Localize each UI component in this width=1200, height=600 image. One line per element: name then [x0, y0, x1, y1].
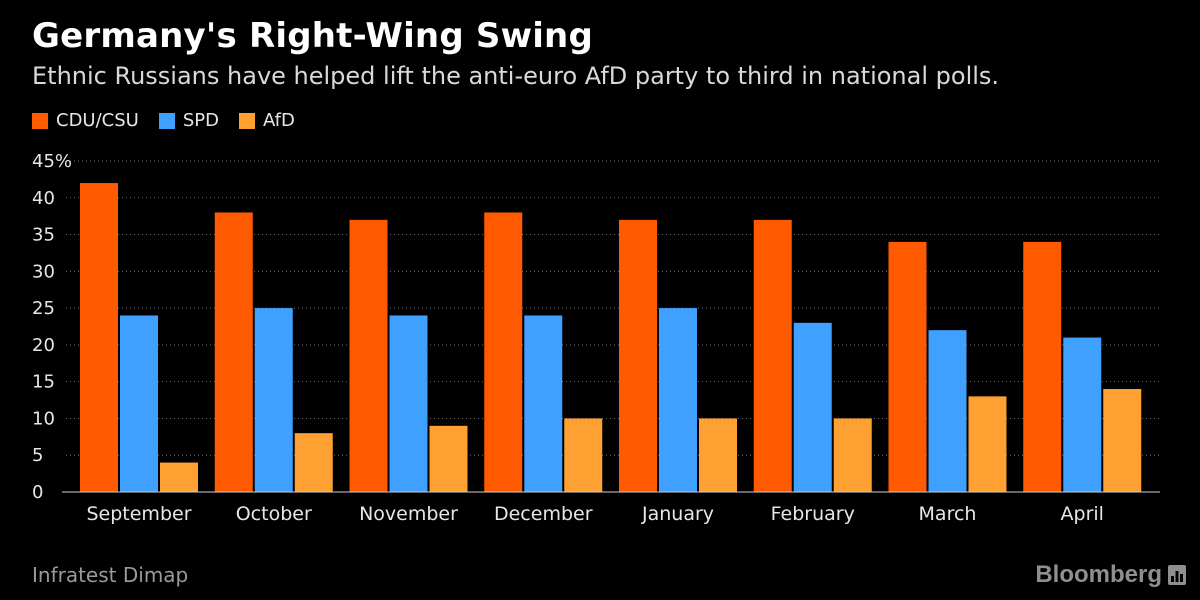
y-tick-label: 10	[32, 408, 55, 429]
brand: Bloomberg	[1035, 561, 1186, 589]
legend-swatch-spd	[158, 112, 175, 129]
legend-swatch-afd	[238, 112, 255, 129]
legend-item-afd: AfD	[238, 110, 295, 131]
bar-afd-march	[968, 396, 1007, 492]
legend-label-spd: SPD	[182, 110, 219, 131]
bar-spd-march	[928, 330, 967, 492]
y-tick-label: 45%	[32, 151, 72, 172]
legend-item-cdu: CDU/CSU	[32, 110, 139, 131]
legend-label-afd: AfD	[262, 110, 295, 131]
bar-spd-december	[524, 315, 563, 492]
bar-cdu-csu-february	[753, 219, 792, 492]
bar-afd-september	[160, 462, 198, 492]
bar-afd-december	[564, 418, 603, 492]
bar-spd-february	[793, 322, 832, 492]
bar-spd-october	[254, 308, 293, 492]
legend-label-cdu: CDU/CSU	[56, 110, 139, 131]
bloomberg-chart-icon	[1168, 565, 1186, 585]
bar-spd-april	[1063, 337, 1102, 492]
bar-afd-april	[1103, 389, 1142, 492]
bar-afd-october	[294, 433, 333, 492]
y-tick-label: 30	[32, 261, 55, 282]
x-tick-label: November	[359, 503, 458, 525]
y-tick-label: 25	[32, 298, 55, 319]
chart-subtitle: Ethnic Russians have helped lift the ant…	[32, 62, 1000, 90]
x-tick-label: September	[86, 503, 191, 525]
x-tick-label: October	[236, 503, 312, 525]
bar-spd-november	[389, 315, 428, 492]
x-tick-label: March	[919, 503, 977, 525]
bar-cdu-csu-september	[80, 183, 118, 493]
chart-title: Germany's Right-Wing Swing	[32, 16, 594, 56]
bar-spd-january	[659, 308, 697, 492]
y-tick-label: 5	[32, 445, 43, 466]
y-tick-label: 40	[32, 188, 55, 209]
bar-cdu-csu-december	[484, 212, 523, 492]
bar-cdu-csu-october	[214, 212, 253, 492]
legend-item-spd: SPD	[158, 110, 219, 131]
bar-spd-september	[120, 315, 158, 492]
y-tick-label: 35	[32, 225, 55, 246]
bar-afd-january	[699, 418, 737, 492]
x-tick-label: February	[771, 503, 855, 525]
bar-afd-february	[833, 418, 872, 492]
brand-logo-text: Bloomberg	[1035, 561, 1162, 588]
bar-cdu-csu-january	[619, 219, 657, 492]
x-tick-label: December	[494, 503, 593, 525]
legend: CDU/CSU SPD AfD	[32, 110, 295, 131]
x-tick-label: April	[1061, 503, 1104, 525]
legend-swatch-cdu	[32, 112, 48, 129]
x-tick-label: January	[641, 503, 714, 525]
bar-cdu-csu-march	[888, 241, 927, 492]
y-tick-label: 0	[32, 482, 43, 503]
bar-afd-november	[429, 425, 468, 492]
y-tick-label: 15	[32, 372, 55, 393]
bar-cdu-csu-november	[349, 219, 388, 492]
bar-cdu-csu-april	[1023, 241, 1062, 492]
y-tick-label: 20	[32, 335, 55, 356]
source-note: Infratest Dimap	[32, 563, 189, 587]
